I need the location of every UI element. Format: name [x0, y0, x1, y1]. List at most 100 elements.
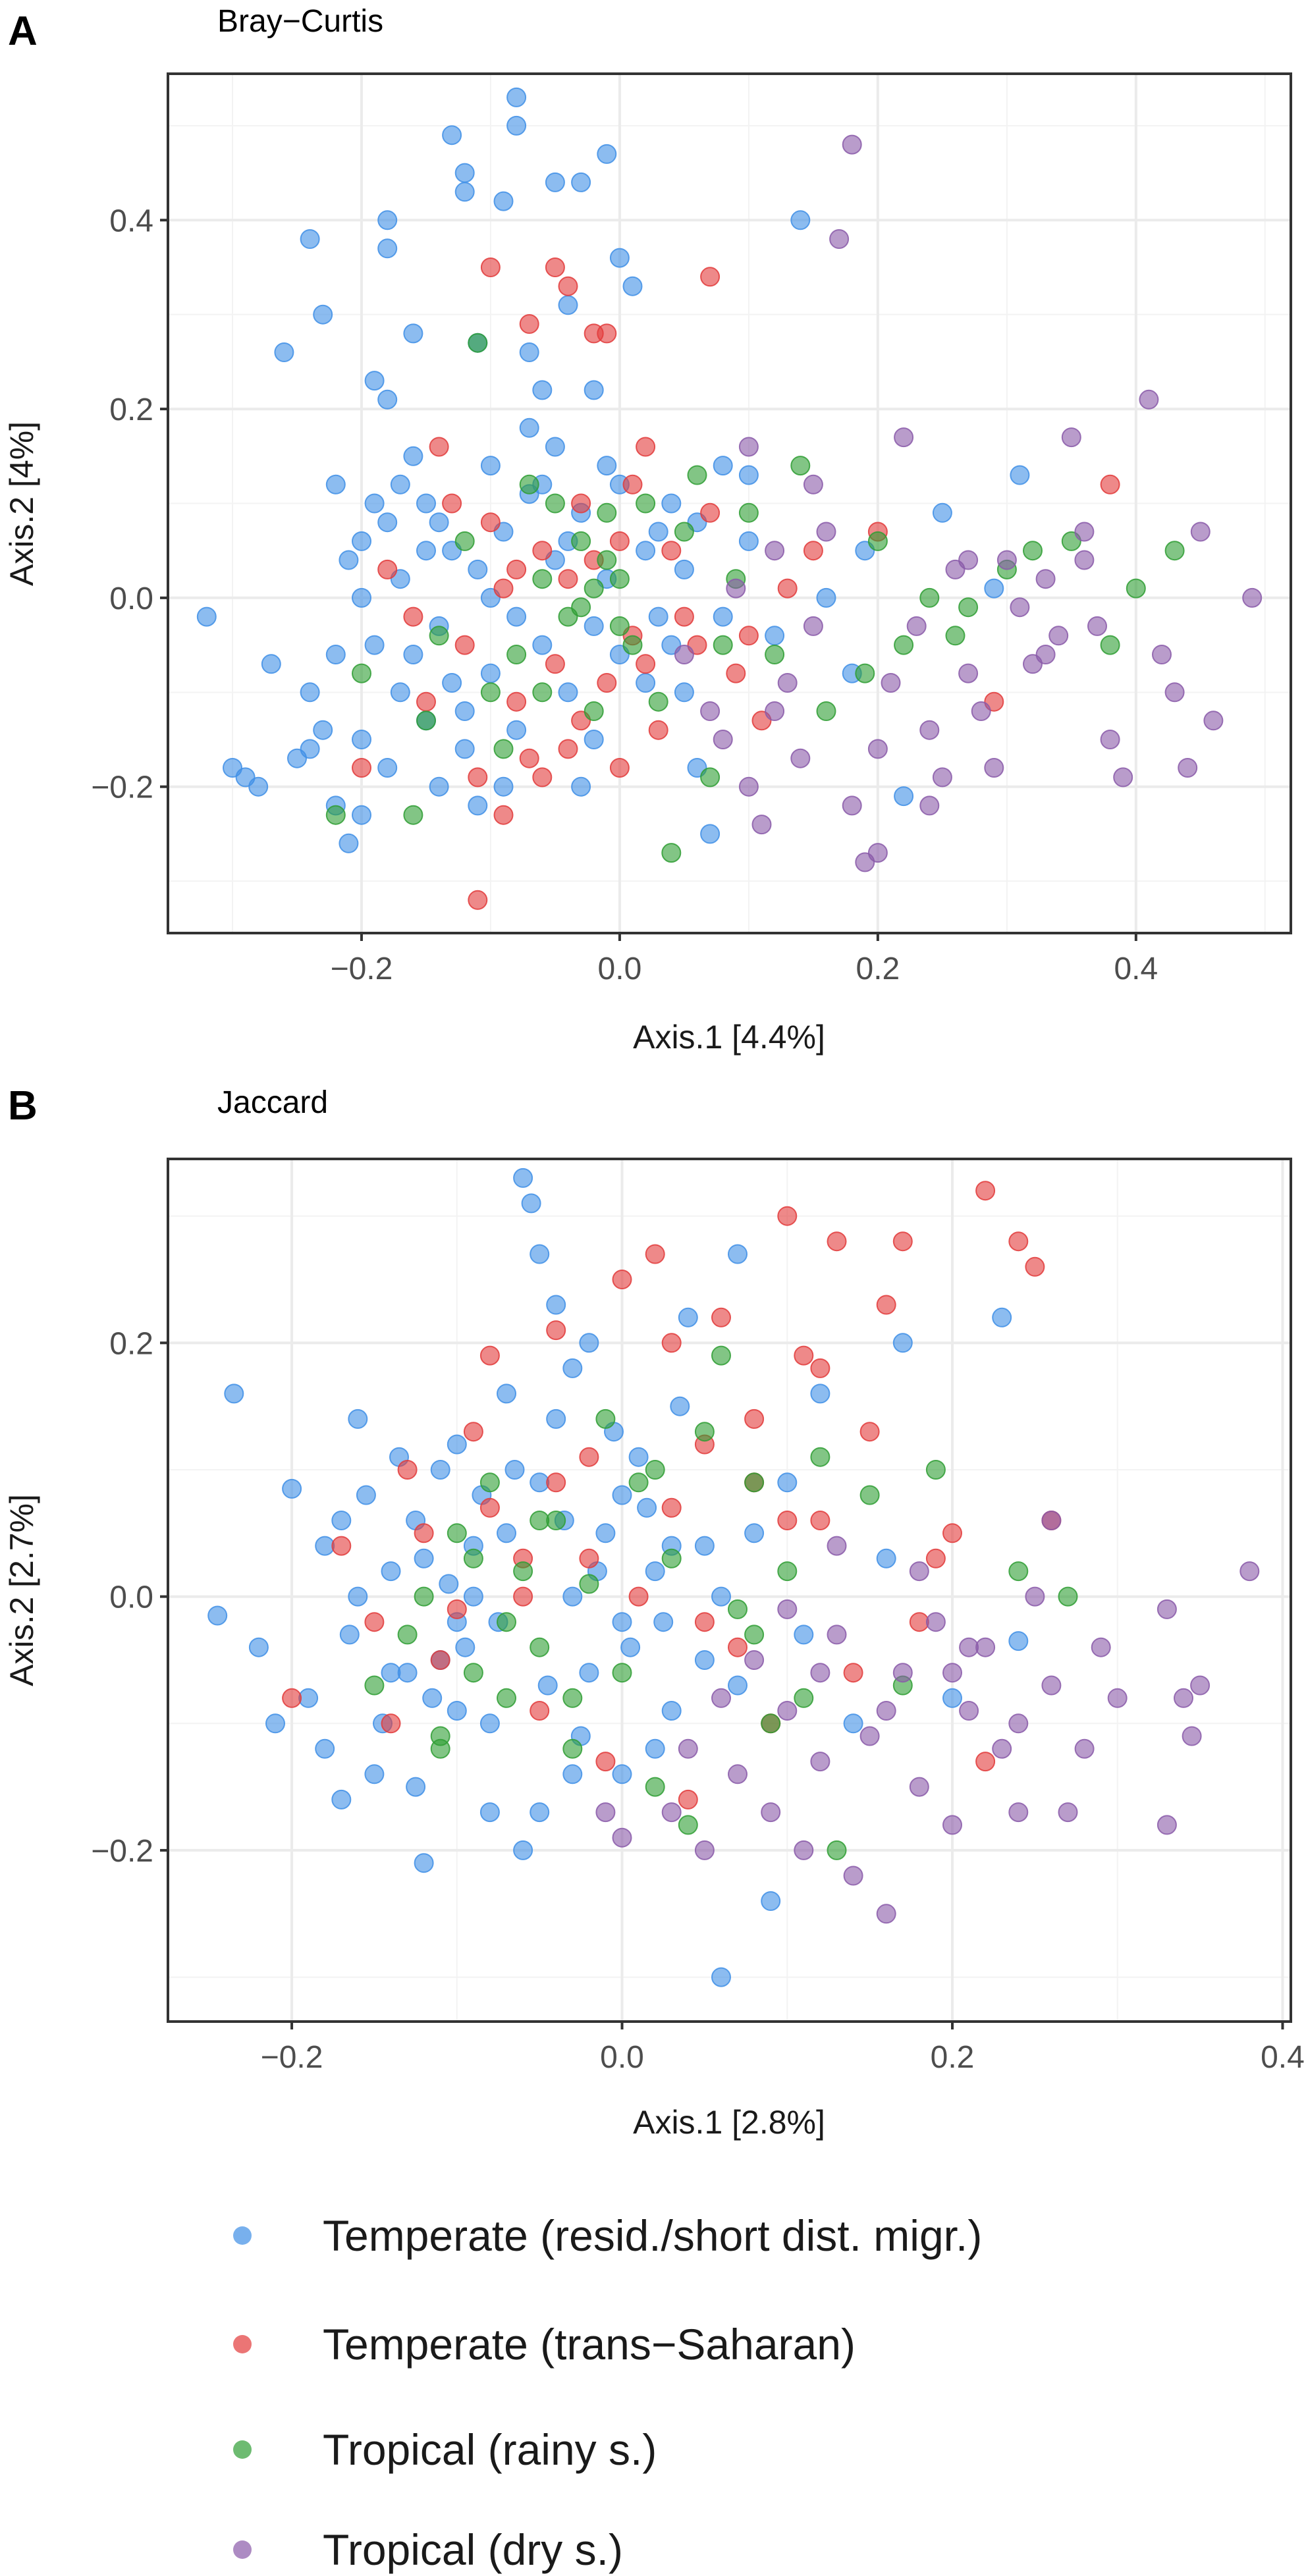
data-point [1035, 645, 1056, 664]
data-point [645, 1460, 665, 1480]
data-point [364, 1675, 385, 1696]
data-point [597, 323, 617, 344]
data-point [648, 606, 668, 627]
data-point [331, 1789, 352, 1810]
data-point [1074, 1738, 1095, 1759]
data-point [653, 1612, 674, 1632]
data-point [711, 1586, 731, 1607]
panel-b-points [207, 1167, 1260, 1987]
data-point [892, 1663, 913, 1683]
data-point [674, 606, 694, 627]
data-point [442, 493, 462, 514]
data-point [932, 767, 952, 788]
data-point [1041, 1511, 1062, 1530]
data-point [761, 1713, 781, 1734]
y-tick-label: 0.4 [109, 203, 153, 238]
data-point [810, 1663, 830, 1683]
data-point [674, 682, 694, 703]
data-point [1091, 1637, 1111, 1657]
data-point [636, 437, 656, 457]
data-point [546, 1320, 566, 1341]
panel-b-y-axis-label: Axis.2 [2.7%] [3, 1494, 40, 1686]
data-point [429, 512, 449, 533]
data-point [959, 1701, 979, 1721]
data-point [1182, 1726, 1202, 1746]
data-point [390, 474, 410, 495]
data-point [713, 456, 733, 476]
data-point [744, 1472, 765, 1493]
data-point [859, 1422, 880, 1442]
data-point [513, 1840, 533, 1860]
data-point [726, 578, 746, 599]
panel-b-gridlines [168, 1159, 1291, 2022]
legend-item: Tropical (rainy s.) [233, 2425, 657, 2474]
data-point [975, 1637, 996, 1657]
data-point [493, 776, 514, 797]
data-point [765, 626, 785, 646]
data-point [919, 720, 940, 740]
data-point [454, 701, 475, 721]
data-point [975, 1181, 996, 1201]
data-point [558, 682, 578, 703]
data-point [777, 1472, 798, 1493]
data-point [579, 1574, 599, 1594]
data-point [761, 1891, 781, 1911]
data-point [480, 257, 501, 277]
data-point [1025, 1586, 1045, 1607]
data-point [1008, 1561, 1029, 1582]
data-point [479, 1802, 500, 1823]
y-tick-label: −0.2 [91, 770, 153, 805]
data-point [416, 493, 436, 514]
data-point [479, 1713, 500, 1734]
data-point [636, 673, 656, 693]
data-point [674, 559, 694, 579]
data-point [597, 673, 617, 693]
data-point [744, 1650, 765, 1670]
legend-label: Temperate (trans−Saharan) [323, 2320, 856, 2369]
data-point [493, 805, 514, 825]
data-point [777, 1206, 798, 1226]
panel-a-points [196, 87, 1263, 910]
data-point [497, 1612, 516, 1632]
data-point [545, 172, 565, 192]
data-point [612, 1663, 632, 1683]
data-point [906, 616, 927, 636]
data-point [711, 1688, 731, 1708]
data-point [439, 1574, 459, 1594]
panel-a-label: A [8, 9, 38, 54]
data-point [406, 1777, 426, 1797]
data-point [403, 645, 423, 664]
y-tick-label: 0.0 [109, 1580, 153, 1615]
data-point [1156, 1599, 1177, 1619]
data-point [519, 314, 539, 334]
data-point [810, 1383, 830, 1404]
data-point [430, 1650, 450, 1670]
x-tick-label: 0.2 [856, 952, 900, 986]
data-point [925, 1612, 946, 1632]
data-point [942, 1815, 962, 1835]
x-tick-label: 0.4 [1114, 952, 1158, 986]
data-point [416, 541, 436, 561]
data-point [958, 550, 979, 570]
data-point [447, 1434, 467, 1455]
data-point [958, 597, 979, 618]
y-tick-label: 0.0 [109, 581, 153, 616]
data-point [765, 701, 785, 721]
x-tick-label: 0.0 [598, 952, 642, 986]
data-point [493, 191, 514, 211]
data-point [609, 758, 630, 778]
data-point [790, 748, 811, 768]
data-point [1107, 1688, 1128, 1708]
data-point [325, 474, 346, 495]
data-point [612, 1485, 632, 1505]
data-point [738, 531, 759, 551]
legend-swatch [233, 2440, 252, 2459]
data-point [595, 1802, 616, 1823]
data-point [958, 663, 979, 684]
data-point [1190, 522, 1211, 542]
data-point [612, 1764, 632, 1784]
data-point [959, 1637, 979, 1657]
data-point [620, 1637, 641, 1657]
data-point [816, 522, 836, 542]
